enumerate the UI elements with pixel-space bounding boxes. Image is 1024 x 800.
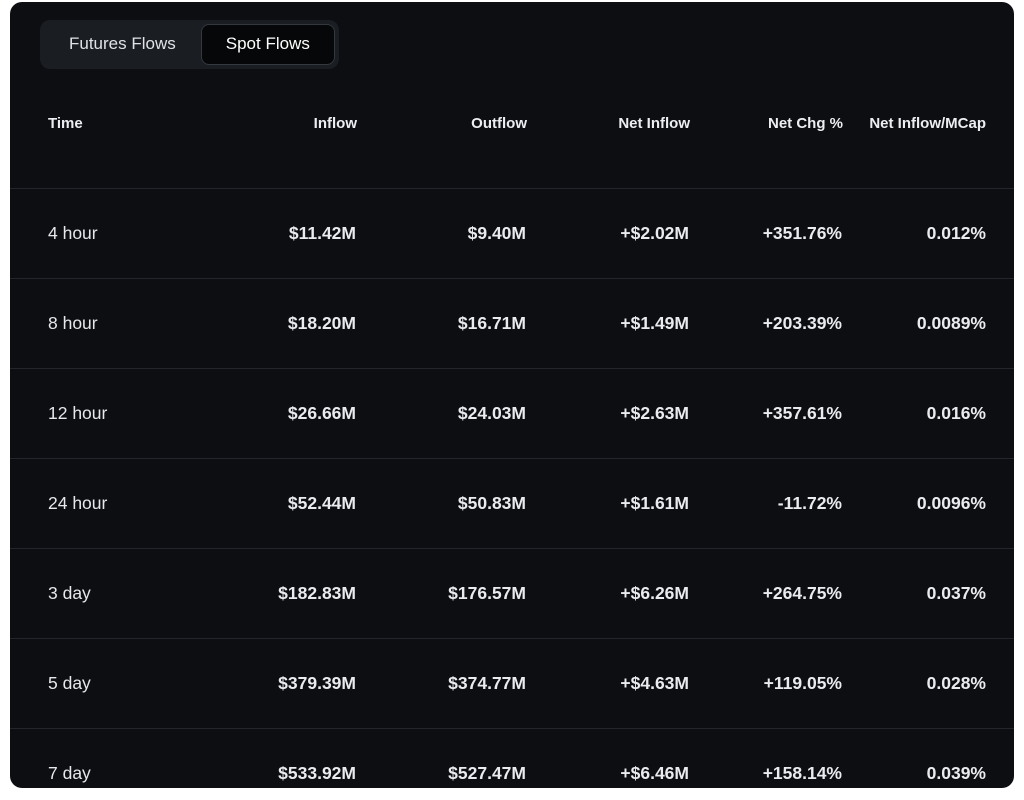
table-row: 12 hour $26.66M $24.03M +$2.63M +357.61% 0.01…: [10, 367, 1014, 459]
table-header-row: Time Inflow Outflow Net Inflow Net Chg %…: [10, 75, 1014, 166]
col-header-net-chg: Net Chg %: [768, 114, 843, 132]
time-cell: 8 hour: [10, 277, 170, 369]
net-inflow-cell: +$6.46M: [527, 727, 690, 788]
net-inflow-mcap-cell: 0.0089%: [843, 277, 1014, 369]
net-chg-cell: +158.14%: [690, 727, 843, 788]
time-cell: 5 day: [10, 637, 170, 729]
net-inflow-cell: +$6.26M: [527, 547, 690, 639]
flows-tabbar: Futures Flows Spot Flows: [40, 20, 339, 69]
net-chg-cell: -11.72%: [690, 457, 843, 549]
outflow-cell: $374.77M: [357, 637, 527, 729]
inflow-cell: $182.83M: [170, 547, 357, 639]
inflow-cell: $379.39M: [170, 637, 357, 729]
col-header-net-inflow-mcap: Net Inflow/MCap: [869, 114, 986, 132]
net-inflow-mcap-cell: 0.039%: [843, 727, 1014, 788]
net-inflow-mcap-cell: 0.028%: [843, 637, 1014, 729]
net-chg-cell: +119.05%: [690, 637, 843, 729]
net-inflow-cell: +$4.63M: [527, 637, 690, 729]
outflow-cell: $50.83M: [357, 457, 527, 549]
time-cell: 4 hour: [10, 187, 170, 279]
net-inflow-mcap-cell: 0.012%: [843, 187, 1014, 279]
flows-panel: Futures Flows Spot Flows Time Inflow Out…: [10, 2, 1014, 788]
table-body: 4 hour $11.42M $9.40M +$2.02M +351.76% 0.012%…: [10, 187, 1014, 788]
outflow-cell: $24.03M: [357, 367, 527, 459]
col-header-inflow: Inflow: [313, 114, 357, 132]
outflow-cell: $527.47M: [357, 727, 527, 788]
inflow-cell: $26.66M: [170, 367, 357, 459]
table-row: 5 day $379.39M $374.77M +$4.63M +119.05% 0.02…: [10, 637, 1014, 729]
inflow-cell: $18.20M: [170, 277, 357, 369]
time-cell: 12 hour: [10, 367, 170, 459]
net-chg-cell: +357.61%: [690, 367, 843, 459]
outflow-cell: $9.40M: [357, 187, 527, 279]
net-inflow-cell: +$2.02M: [527, 187, 690, 279]
inflow-cell: $52.44M: [170, 457, 357, 549]
net-inflow-cell: +$1.61M: [527, 457, 690, 549]
inflow-cell: $533.92M: [170, 727, 357, 788]
partial-row-spacer: [10, 166, 1014, 189]
table-row: 3 day $182.83M $176.57M +$6.26M +264.75% 0.03…: [10, 547, 1014, 639]
net-inflow-mcap-cell: 0.016%: [843, 367, 1014, 459]
outflow-cell: $176.57M: [357, 547, 527, 639]
col-header-time: Time: [48, 114, 83, 132]
table-row: 8 hour $18.20M $16.71M +$1.49M +203.39% 0.008…: [10, 277, 1014, 369]
net-inflow-cell: +$2.63M: [527, 367, 690, 459]
time-cell: 7 day: [10, 727, 170, 788]
flows-table: Time Inflow Outflow Net Inflow Net Chg %…: [10, 75, 1014, 788]
net-chg-cell: +351.76%: [690, 187, 843, 279]
net-inflow-mcap-cell: 0.037%: [843, 547, 1014, 639]
col-header-net-inflow: Net Inflow: [618, 114, 690, 132]
inflow-cell: $11.42M: [170, 187, 357, 279]
time-cell: 24 hour: [10, 457, 170, 549]
tab-spot-flows[interactable]: Spot Flows: [200, 24, 335, 65]
tab-futures-flows[interactable]: Futures Flows: [44, 24, 201, 65]
net-chg-cell: +203.39%: [690, 277, 843, 369]
net-inflow-mcap-cell: 0.0096%: [843, 457, 1014, 549]
time-cell: 3 day: [10, 547, 170, 639]
col-header-outflow: Outflow: [471, 114, 527, 132]
table-row: 24 hour $52.44M $50.83M +$1.61M -11.72% 0.009…: [10, 457, 1014, 549]
net-inflow-cell: +$1.49M: [527, 277, 690, 369]
net-chg-cell: +264.75%: [690, 547, 843, 639]
table-row: 4 hour $11.42M $9.40M +$2.02M +351.76% 0.012%: [10, 187, 1014, 279]
outflow-cell: $16.71M: [357, 277, 527, 369]
table-row: 7 day $533.92M $527.47M +$6.46M +158.14% 0.03…: [10, 727, 1014, 788]
